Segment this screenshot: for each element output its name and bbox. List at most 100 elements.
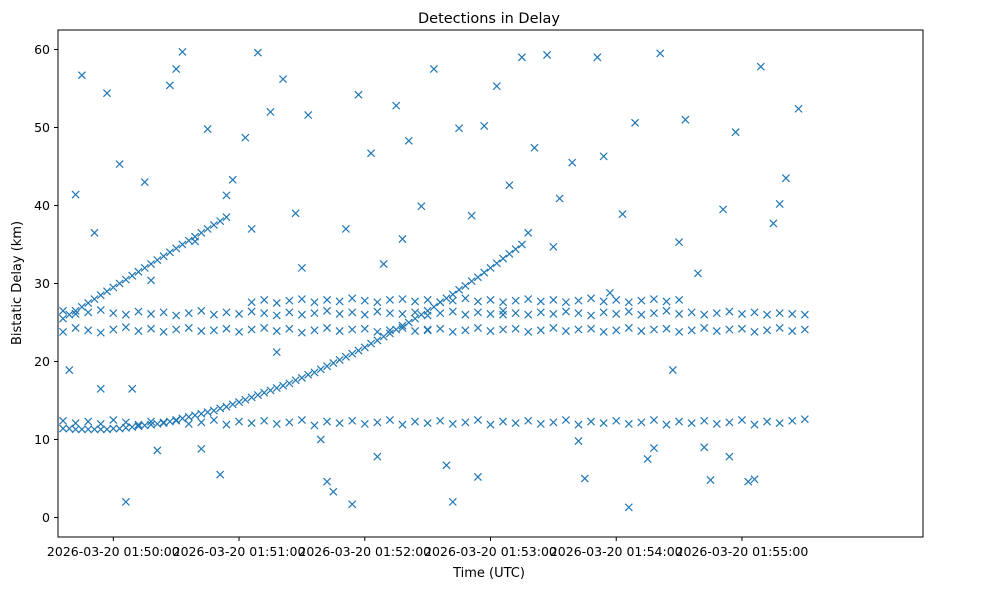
detection-point	[473, 308, 482, 317]
detection-point	[348, 308, 357, 317]
detection-point	[197, 327, 206, 336]
detection-point	[499, 306, 508, 315]
detection-point	[411, 297, 420, 306]
detection-point	[429, 302, 438, 311]
detection-point	[775, 323, 784, 332]
detection-point	[367, 339, 376, 348]
detection-point	[247, 224, 256, 233]
detection-point	[71, 419, 80, 428]
detection-point	[59, 416, 68, 425]
y-axis-ticks: 0 10 20 30 40 50 60	[34, 42, 58, 525]
detection-point	[492, 259, 501, 268]
detection-point	[675, 327, 684, 336]
detection-point	[203, 224, 212, 233]
detection-point	[543, 50, 552, 59]
detection-point	[316, 365, 325, 374]
detection-point	[121, 323, 130, 332]
detection-point	[448, 419, 457, 428]
detection-point	[587, 417, 596, 426]
detection-point	[423, 419, 432, 428]
detection-point	[209, 406, 218, 415]
detection-point	[247, 419, 256, 428]
detection-point	[147, 309, 156, 318]
detection-point	[373, 336, 382, 345]
detection-point	[763, 326, 772, 335]
y-tick-label: 20	[34, 354, 50, 369]
detection-point	[272, 327, 281, 336]
detection-point	[228, 400, 237, 409]
detection-point	[737, 324, 746, 333]
detection-point	[121, 418, 130, 427]
detection-point	[134, 307, 143, 316]
detection-point	[536, 297, 545, 306]
detection-point	[662, 306, 671, 315]
detection-point	[385, 415, 394, 425]
detection-point	[266, 107, 275, 116]
detection-point	[461, 418, 470, 427]
detection-point	[587, 311, 596, 320]
detection-point	[197, 444, 206, 453]
detection-point	[103, 89, 112, 98]
detection-point	[656, 49, 665, 58]
detection-point	[631, 118, 640, 127]
detection-point	[480, 268, 489, 277]
detection-point	[486, 420, 495, 429]
detection-point	[348, 325, 357, 334]
detection-point	[549, 295, 558, 304]
detection-point	[354, 346, 363, 355]
detection-point	[191, 237, 200, 246]
detection-point	[184, 323, 193, 332]
detection-point	[467, 211, 476, 220]
detection-point	[511, 296, 520, 305]
detection-point	[662, 420, 671, 429]
detection-point	[159, 252, 168, 261]
detection-point	[517, 53, 526, 62]
detection-point	[109, 309, 118, 318]
detection-point	[561, 298, 570, 307]
detection-point	[360, 296, 369, 305]
detection-point	[549, 418, 558, 427]
detection-point	[310, 309, 319, 318]
detection-point	[618, 210, 627, 219]
detection-point	[159, 308, 168, 317]
detection-point	[624, 503, 633, 512]
detection-point	[473, 323, 482, 332]
detection-point	[121, 497, 130, 506]
detection-point	[612, 309, 621, 318]
detection-point	[473, 472, 482, 481]
detection-point	[505, 249, 514, 258]
detection-point	[159, 419, 168, 428]
detection-point	[511, 309, 520, 318]
detection-point	[360, 419, 369, 428]
y-tick-label: 40	[34, 198, 50, 213]
detection-point	[461, 294, 470, 303]
detection-point	[65, 366, 74, 375]
detection-point	[725, 325, 734, 334]
detection-point	[649, 415, 658, 425]
detection-point	[775, 309, 784, 318]
detection-point	[323, 477, 332, 486]
detection-point	[216, 404, 225, 413]
detection-point	[555, 194, 564, 203]
detection-point	[624, 323, 633, 332]
detection-point	[235, 327, 244, 336]
detection-point	[800, 310, 809, 319]
detection-point	[725, 307, 734, 316]
detection-point	[253, 391, 262, 400]
detection-point	[297, 415, 306, 425]
detection-point	[492, 82, 501, 91]
detection-point	[96, 419, 105, 428]
detection-point	[128, 271, 137, 280]
detection-point	[197, 418, 206, 427]
detection-point	[335, 309, 344, 318]
detection-point	[448, 296, 457, 305]
detection-point	[580, 474, 589, 483]
detection-point	[260, 295, 269, 304]
detection-point	[77, 71, 86, 80]
detection-point	[423, 295, 432, 304]
detection-point	[411, 308, 420, 317]
detection-point	[373, 327, 382, 336]
detection-point	[574, 309, 583, 318]
detection-point	[499, 310, 508, 319]
